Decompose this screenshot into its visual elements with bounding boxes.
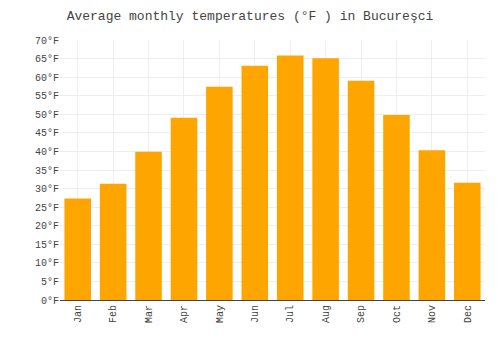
svg-text:25°F: 25°F — [35, 203, 59, 214]
svg-text:Jan: Jan — [73, 305, 84, 323]
svg-text:Average monthly temperatures (: Average monthly temperatures (°F ) in Bu… — [67, 9, 434, 24]
svg-text:Jul: Jul — [285, 305, 296, 323]
svg-text:Feb: Feb — [108, 305, 119, 323]
svg-text:Oct: Oct — [392, 305, 403, 323]
svg-text:65°F: 65°F — [35, 54, 59, 65]
svg-text:20°F: 20°F — [35, 221, 59, 232]
svg-text:70°F: 70°F — [35, 36, 59, 47]
svg-text:40°F: 40°F — [35, 147, 59, 158]
svg-text:15°F: 15°F — [35, 240, 59, 251]
svg-text:50°F: 50°F — [35, 110, 59, 121]
svg-text:45°F: 45°F — [35, 128, 59, 139]
svg-text:May: May — [215, 305, 226, 323]
svg-text:Nov: Nov — [427, 305, 438, 323]
svg-text:35°F: 35°F — [35, 166, 59, 177]
svg-text:Mar: Mar — [144, 305, 155, 323]
svg-text:0°F: 0°F — [41, 296, 59, 307]
svg-text:30°F: 30°F — [35, 184, 59, 195]
svg-text:Aug: Aug — [321, 305, 332, 323]
svg-text:Sep: Sep — [356, 305, 367, 323]
svg-text:60°F: 60°F — [35, 73, 59, 84]
svg-text:Dec: Dec — [463, 305, 474, 323]
svg-text:Jun: Jun — [250, 305, 261, 323]
svg-text:10°F: 10°F — [35, 258, 59, 269]
svg-text:Apr: Apr — [179, 305, 190, 323]
svg-text:55°F: 55°F — [35, 91, 59, 102]
svg-text:5°F: 5°F — [41, 277, 59, 288]
